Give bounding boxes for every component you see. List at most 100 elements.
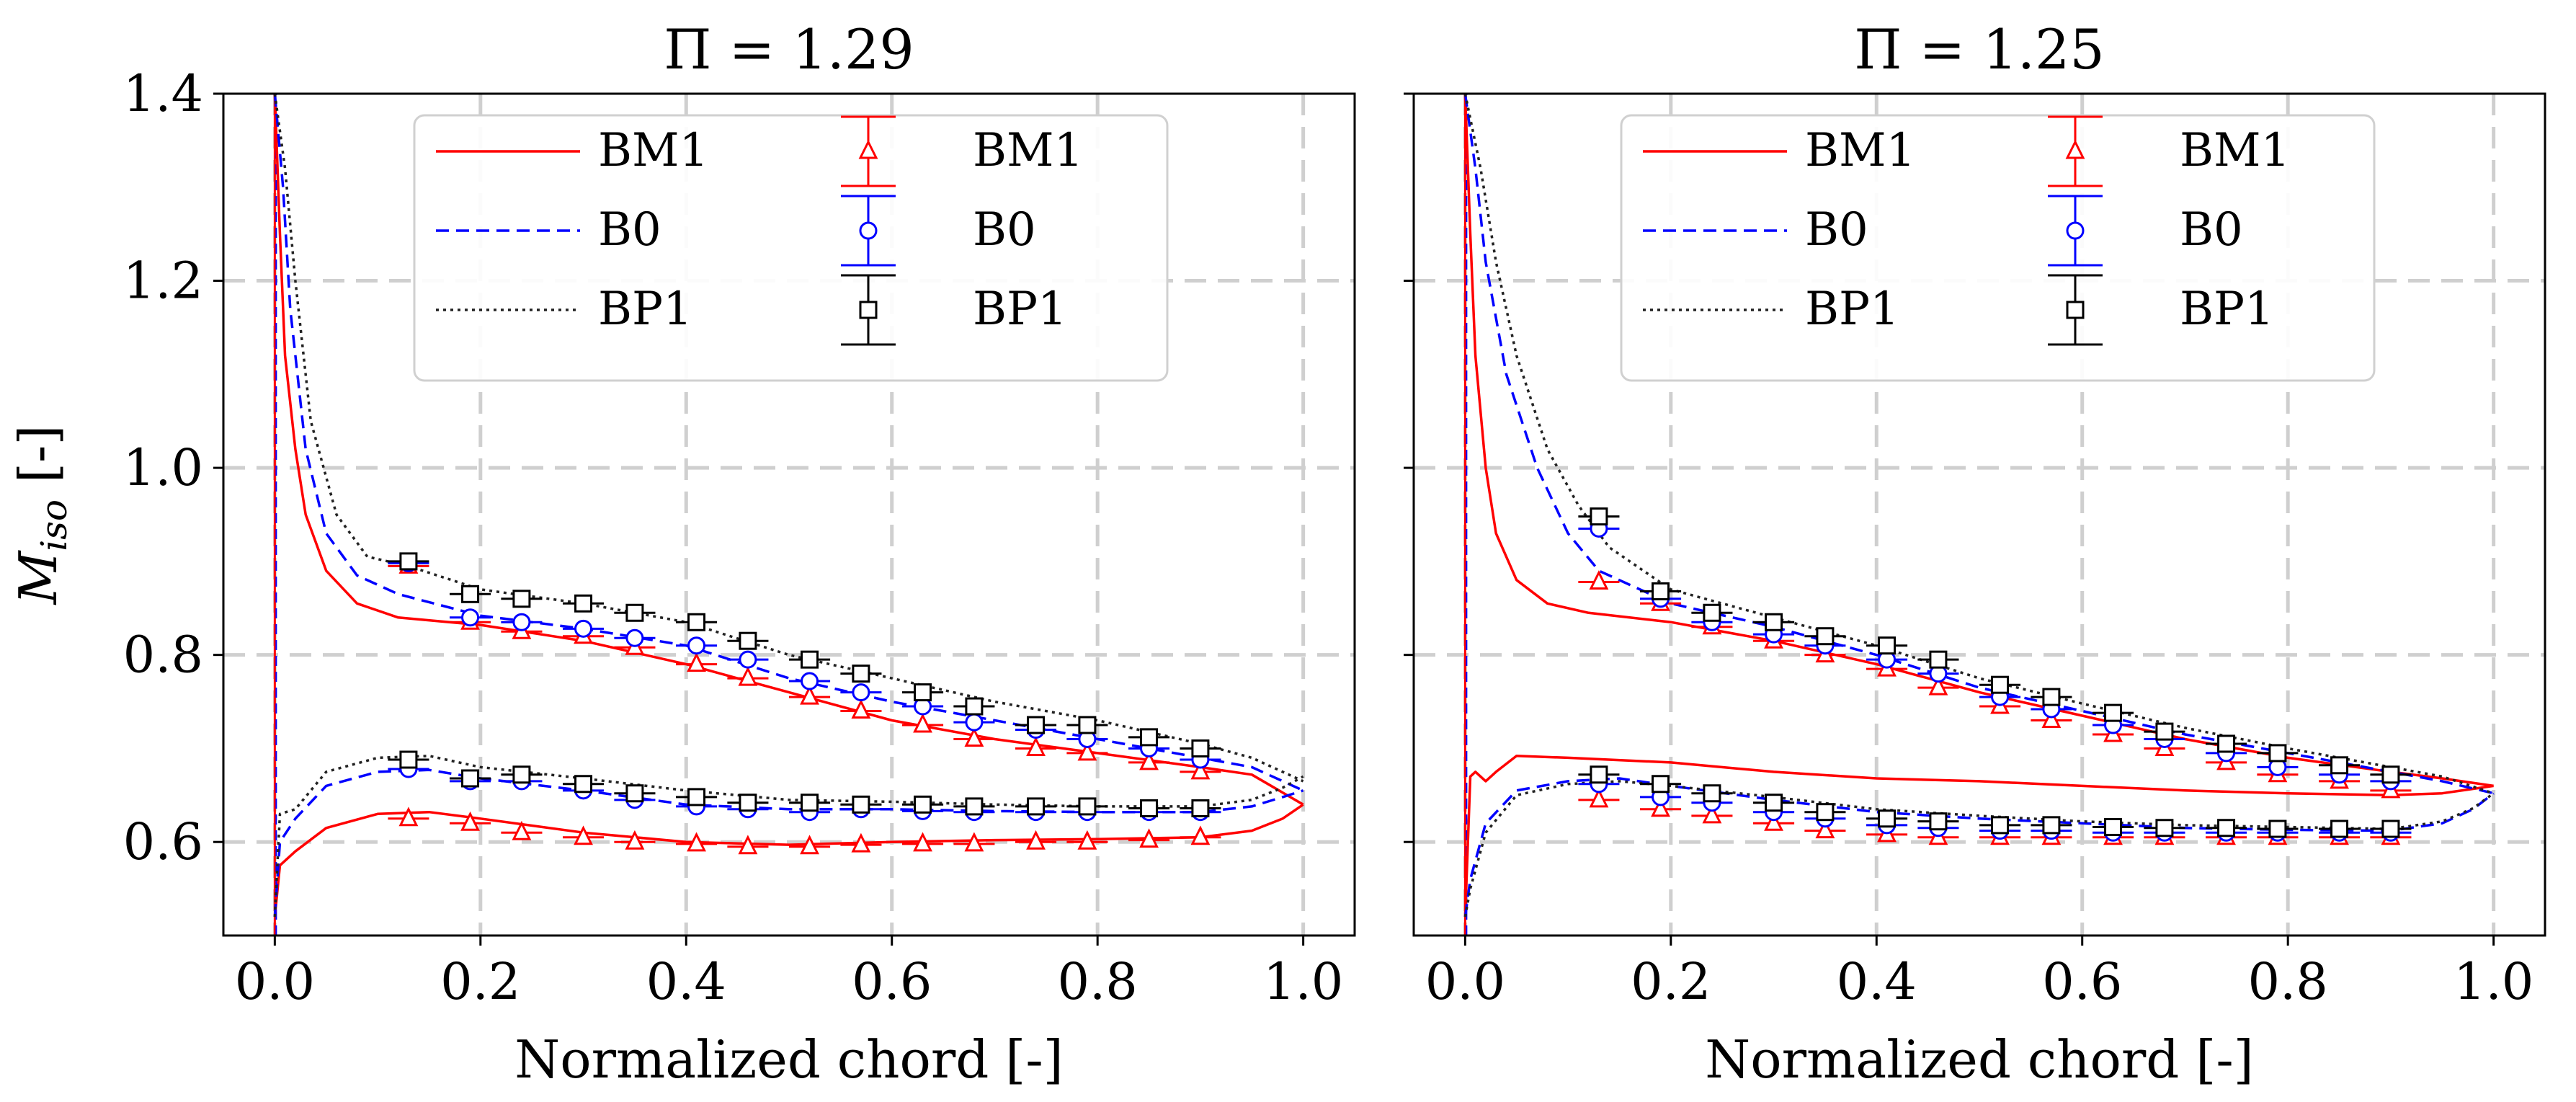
data-point-bm1-suction-left — [800, 685, 819, 705]
legend-marker-bp1-left — [859, 301, 878, 319]
data-point-bp1-suction-right — [2330, 756, 2349, 775]
data-point-bp1-pressure-right — [1590, 765, 1608, 784]
legend-box-right — [1620, 114, 2376, 382]
data-point-bp1-suction-right — [2155, 722, 2174, 741]
legend-label-b0-line-left: B0 — [598, 203, 661, 257]
data-point-bm1-pressure-left — [687, 832, 706, 852]
data-point-bp1-suction-left — [965, 697, 984, 716]
x-axis-label-left: Normalized chord [-] — [514, 1029, 1063, 1090]
data-point-bp1-pressure-left — [574, 775, 593, 794]
data-point-bm1-pressure-right — [1589, 788, 1609, 808]
x-tick-label-left: 1.0 — [1263, 952, 1343, 1011]
legend-label-bm1-line-left: BM1 — [598, 124, 708, 177]
x-tick-label-right: 0.4 — [1837, 952, 1917, 1011]
data-point-bm1-suction-left — [738, 666, 758, 686]
data-point-bp1-pressure-right — [2042, 816, 2061, 835]
data-point-bm1-pressure-left — [738, 835, 758, 855]
legend-label-bp1-markers-right: BP1 — [2180, 283, 2274, 336]
data-point-bp1-suction-right — [1590, 507, 1608, 526]
data-point-bp1-suction-left — [914, 683, 932, 702]
data-point-bm1-suction-left — [913, 713, 932, 733]
data-point-bp1-pressure-left — [914, 795, 932, 814]
series-line-bp1-pressure-left — [273, 755, 1304, 917]
data-point-bp1-suction-left — [852, 665, 870, 683]
x-tick-label-right: 0.2 — [1631, 952, 1711, 1011]
data-point-bp1-pressure-right — [1703, 784, 1721, 803]
data-point-bp1-suction-right — [1878, 636, 1897, 655]
legend-label-b0-markers-left: B0 — [973, 203, 1036, 257]
y-axis-label: Miso [-] — [8, 425, 75, 606]
x-tick-label-right: 1.0 — [2454, 952, 2533, 1011]
x-tick-label-left: 0.6 — [852, 952, 932, 1011]
data-point-bp1-suction-left — [399, 552, 418, 571]
data-point-bm1-suction-left — [1190, 760, 1211, 780]
data-point-bp1-pressure-right — [1991, 816, 2010, 835]
data-point-bm1-suction-left — [687, 652, 706, 672]
data-point-bp1-suction-left — [687, 613, 706, 631]
data-point-bp1-suction-left — [461, 585, 480, 603]
legend-box-left — [413, 114, 1169, 382]
data-point-bp1-suction-left — [801, 650, 819, 669]
x-tick-label-left: 0.2 — [440, 952, 520, 1011]
data-point-bp1-pressure-right — [2330, 819, 2349, 838]
data-point-bp1-pressure-left — [1078, 797, 1097, 816]
data-point-b0-suction-left — [852, 683, 870, 702]
series-line-bm1-pressure-right — [1463, 755, 2494, 917]
data-point-bp1-suction-left — [1027, 716, 1046, 734]
data-point-bm1-pressure-right — [1764, 811, 1783, 831]
data-point-bm1-pressure-left — [913, 832, 932, 852]
y-axis-label-main: M — [8, 549, 68, 605]
data-point-bm1-suction-left — [964, 727, 984, 747]
data-point-bp1-pressure-left — [739, 794, 757, 812]
data-point-bp1-pressure-right — [2381, 819, 2400, 838]
data-point-bp1-suction-right — [2217, 734, 2236, 753]
data-point-bm1-pressure-left — [964, 832, 984, 852]
data-point-bm1-suction-left — [851, 699, 871, 719]
x-tick-label-right: 0.0 — [1425, 952, 1505, 1011]
series-line-bp1-pressure-right — [1463, 780, 2495, 917]
y-axis-label-unit: [-] — [8, 425, 68, 499]
data-point-bm1-pressure-left — [398, 806, 419, 827]
series-line-b0-pressure-right — [1463, 777, 2495, 917]
series-line-bm1-pressure-left — [273, 803, 1304, 917]
data-point-bp1-pressure-left — [1191, 799, 1210, 818]
data-point-bp1-pressure-right — [1929, 812, 1948, 831]
panel-title-left: Π = 1.29 — [664, 17, 914, 81]
y-tick-label-left: 0.8 — [123, 626, 203, 685]
y-tick-label-left: 1.0 — [123, 438, 203, 497]
series-line-bm1-suction-right — [1463, 94, 2494, 788]
legend-label-bm1-line-right: BM1 — [1805, 124, 1915, 177]
panel-left: 0.0 0.2 0.4 0.6 0.8 1.0 0.6 0.8 1.0 1.2 1.4 Π = 1.… — [8, 17, 1356, 1090]
legend-marker-b0-left — [859, 221, 878, 240]
data-point-bp1-suction-right — [1991, 675, 2010, 694]
legend-label-bm1-markers-right: BM1 — [2180, 124, 2290, 177]
data-point-bm1-pressure-left — [512, 820, 532, 840]
data-point-bm1-pressure-left — [1190, 825, 1211, 845]
x-axis-label-right: Normalized chord [-] — [1705, 1029, 2253, 1090]
data-point-bp1-suction-right — [2104, 703, 2123, 722]
data-point-bp1-pressure-left — [852, 795, 870, 814]
legend-label-bm1-markers-left: BM1 — [973, 124, 1083, 177]
legend-label-b0-line-right: B0 — [1805, 203, 1868, 257]
y-axis-label-sub: iso — [33, 499, 75, 551]
data-point-bp1-pressure-right — [2268, 819, 2287, 838]
data-point-bm1-pressure-left — [800, 835, 819, 855]
data-point-bp1-pressure-right — [2104, 817, 2123, 836]
y-tick-label-left: 1.2 — [123, 252, 203, 311]
data-point-bp1-suction-left — [574, 594, 593, 613]
data-point-bp1-pressure-left — [512, 765, 531, 784]
legend-label-b0-markers-right: B0 — [2180, 203, 2243, 257]
legend-label-bp1-markers-left: BP1 — [973, 283, 1067, 336]
legend-label-bp1-line-right: BP1 — [1805, 283, 1899, 336]
data-point-bp1-pressure-left — [687, 788, 706, 806]
data-point-bm1-pressure-left — [851, 832, 871, 853]
data-point-bp1-suction-left — [512, 590, 531, 608]
data-point-bp1-suction-left — [1140, 728, 1159, 747]
y-tick-label-left: 1.4 — [123, 64, 203, 123]
data-point-bp1-pressure-left — [1140, 799, 1159, 818]
data-point-bp1-suction-left — [625, 603, 644, 622]
data-point-bp1-suction-right — [1929, 650, 1948, 669]
data-point-bm1-pressure-left — [574, 825, 593, 845]
data-point-bp1-pressure-left — [625, 784, 644, 803]
panel-right: 0.0 0.2 0.4 0.6 0.8 1.0 Π = 1.25 Normalized c… — [1404, 17, 2546, 1090]
